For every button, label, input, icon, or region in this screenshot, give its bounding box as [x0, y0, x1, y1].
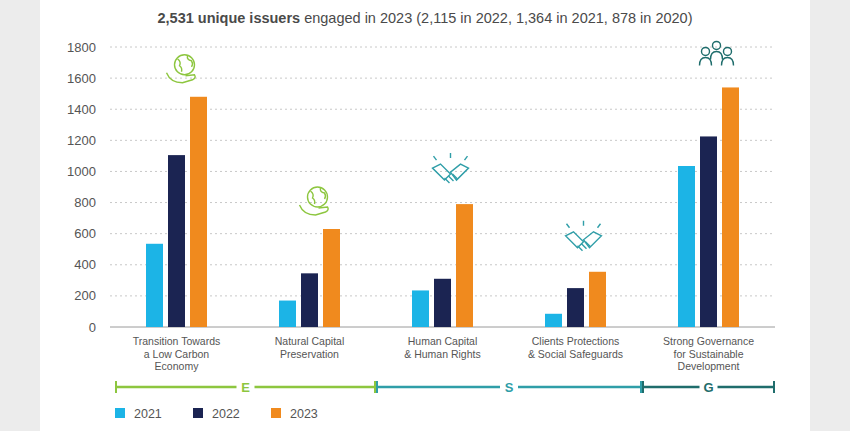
group-label: S — [505, 380, 514, 395]
bar — [589, 272, 606, 327]
y-tick-label: 1400 — [67, 102, 96, 117]
bar — [700, 136, 717, 327]
title-bold: 2,531 unique issuers — [157, 10, 300, 26]
x-tick-label: Human Capital& Human Rights — [404, 335, 480, 360]
bar — [434, 279, 451, 327]
grid-line — [110, 233, 775, 234]
group-label: E — [241, 380, 250, 395]
grid-line — [110, 109, 775, 110]
bars — [146, 87, 739, 327]
y-tick-label: 1200 — [67, 133, 96, 148]
x-tick-label: Clients Protections& Social Safeguards — [528, 335, 623, 360]
legend: 2021 2022 2023 — [115, 407, 318, 421]
bar — [412, 290, 429, 327]
group-bracket: E — [115, 379, 376, 395]
y-tick-label: 400 — [74, 257, 96, 272]
bar — [190, 97, 207, 327]
bar — [722, 87, 739, 327]
y-tick-label: 1800 — [67, 40, 96, 55]
x-tick-label: Natural CapitalPreservation — [275, 335, 344, 360]
legend-swatch — [115, 408, 125, 418]
chart: 2,531 unique issuers engaged in 2023 (2,… — [0, 0, 850, 431]
y-tick-label: 200 — [74, 288, 96, 303]
bar — [545, 314, 562, 327]
subtitle: engaged in 2023 (2,115 in 2022, 1,364 in… — [300, 10, 692, 26]
grid — [110, 47, 775, 327]
x-tick-label: Strong Governancefor SustainableDevelopm… — [663, 335, 754, 372]
bar — [168, 155, 185, 327]
y-tick-label: 600 — [74, 226, 96, 241]
icon — [167, 55, 196, 83]
group-bracket: G — [642, 379, 775, 395]
y-tick-label: 1600 — [67, 71, 96, 86]
bar — [146, 244, 163, 327]
y-tick-label: 0 — [89, 320, 96, 335]
bar — [567, 288, 584, 327]
grid-line — [110, 264, 775, 265]
icon — [300, 187, 329, 215]
grid-line — [110, 202, 775, 203]
bar — [279, 301, 296, 327]
x-tick-label: Transition Towardsa Low CarbonEconomy — [133, 335, 221, 372]
legend-swatch — [271, 408, 281, 418]
group-label: G — [703, 380, 713, 395]
legend-label: 2023 — [290, 407, 318, 421]
icon — [433, 153, 469, 183]
title: 2,531 unique issuers engaged in 2023 (2,… — [157, 10, 692, 26]
bar — [678, 166, 695, 327]
icon — [700, 41, 734, 65]
grid-line — [110, 47, 775, 48]
icon — [566, 221, 602, 251]
grid-line — [110, 140, 775, 141]
group-bracket: S — [376, 379, 642, 395]
legend-label: 2022 — [212, 407, 240, 421]
bar — [323, 229, 340, 327]
y-tick-label: 800 — [74, 195, 96, 210]
bar — [456, 204, 473, 327]
bar — [301, 273, 318, 327]
legend-swatch — [193, 408, 203, 418]
y-tick-label: 1000 — [67, 164, 96, 179]
background — [40, 0, 810, 431]
grid-line — [110, 78, 775, 79]
grid-line — [110, 171, 775, 172]
legend-label: 2021 — [134, 407, 162, 421]
